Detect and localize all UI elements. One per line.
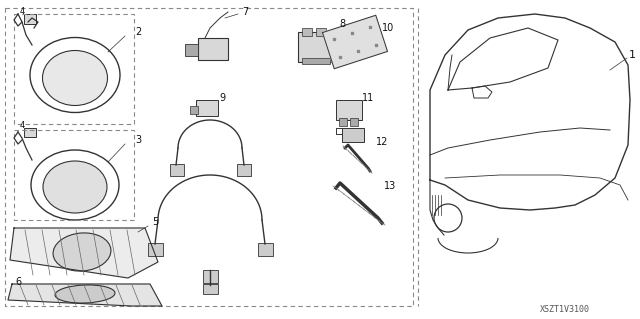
Text: XSZT1V3100: XSZT1V3100 [540, 306, 590, 315]
Text: 10: 10 [382, 23, 394, 33]
Bar [148, 243, 163, 256]
Text: 8: 8 [339, 19, 345, 29]
Text: 4: 4 [19, 122, 24, 130]
Bar [24, 14, 36, 24]
Bar [336, 100, 362, 120]
Bar [237, 164, 251, 176]
Polygon shape [8, 284, 162, 306]
Ellipse shape [55, 285, 115, 303]
Bar [316, 28, 326, 36]
Polygon shape [10, 228, 158, 278]
Text: 6: 6 [15, 277, 21, 287]
Bar [198, 38, 228, 60]
Ellipse shape [42, 50, 108, 106]
Text: 9: 9 [219, 93, 225, 103]
Text: 5: 5 [152, 217, 158, 227]
Bar [342, 128, 364, 142]
Bar [203, 284, 218, 294]
Bar [185, 44, 198, 56]
Text: 7: 7 [242, 7, 248, 17]
Text: 4: 4 [19, 8, 24, 17]
Text: 13: 13 [384, 181, 396, 191]
Bar [196, 100, 218, 116]
Bar [190, 106, 198, 114]
Bar [298, 32, 334, 62]
Bar [350, 118, 358, 126]
Polygon shape [323, 15, 387, 69]
Bar [302, 58, 330, 64]
Bar [203, 270, 218, 283]
Text: 11: 11 [362, 93, 374, 103]
Ellipse shape [53, 233, 111, 271]
Bar [302, 28, 312, 36]
Text: 1: 1 [628, 50, 636, 60]
Text: 3: 3 [135, 135, 141, 145]
Bar [170, 164, 184, 176]
Text: 12: 12 [376, 137, 388, 147]
Ellipse shape [43, 161, 107, 213]
Bar [24, 128, 36, 137]
Bar [339, 118, 347, 126]
Text: 2: 2 [135, 27, 141, 37]
Bar [258, 243, 273, 256]
